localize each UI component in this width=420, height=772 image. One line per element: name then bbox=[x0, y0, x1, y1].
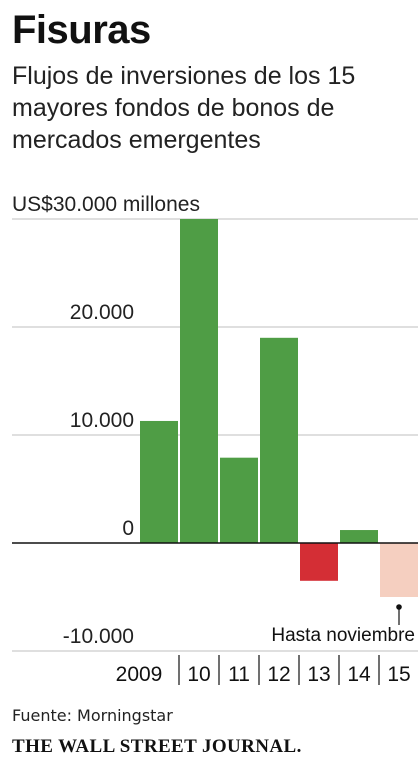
chart-title: Fisuras bbox=[12, 8, 151, 52]
bar bbox=[140, 420, 178, 543]
y-tick-label: 20.000 bbox=[70, 301, 134, 324]
y-tick-label: -10.000 bbox=[63, 625, 134, 648]
x-tick-label: 2009 bbox=[116, 663, 163, 685]
bar bbox=[300, 543, 338, 581]
x-tick-label: 13 bbox=[307, 663, 330, 685]
bar bbox=[260, 337, 298, 543]
bar bbox=[380, 543, 418, 597]
bar bbox=[220, 457, 258, 543]
x-tick-label: 14 bbox=[347, 663, 371, 685]
source-note: Fuente: Morningstar bbox=[12, 706, 173, 725]
x-tick-label: 11 bbox=[228, 663, 250, 685]
x-tick-label: 15 bbox=[387, 663, 410, 685]
x-tick-label: 12 bbox=[267, 663, 290, 685]
y-tick-label: US$30.000 millones bbox=[12, 193, 200, 216]
y-tick-label: 0 bbox=[122, 517, 134, 540]
bar bbox=[340, 530, 378, 543]
publisher-logo: THE WALL STREET JOURNAL. bbox=[12, 736, 302, 757]
annotation-label: Hasta noviembre bbox=[271, 625, 415, 646]
y-tick-label: 10.000 bbox=[70, 409, 134, 432]
chart-subtitle: Flujos de inversiones de los 15 mayores … bbox=[12, 62, 356, 154]
bar-chart: -10.000 0 10.000 20.000 US$30.000 millones Ha… bbox=[12, 193, 418, 685]
bar bbox=[180, 219, 218, 543]
x-tick-label: 10 bbox=[187, 663, 210, 685]
